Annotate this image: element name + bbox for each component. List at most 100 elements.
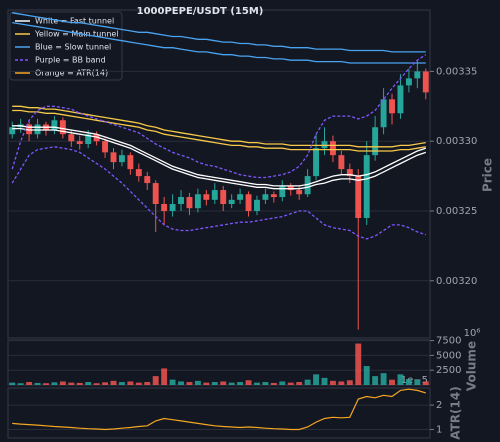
candle-body xyxy=(161,204,168,211)
atr-axis-label: ATR(14) xyxy=(449,386,463,439)
candle-body xyxy=(203,194,210,200)
candle-body xyxy=(304,176,311,195)
overlay-line xyxy=(12,127,427,190)
legend-label: Yellow = Main tunnel xyxy=(34,30,119,39)
candle-body xyxy=(389,99,395,114)
candle-body xyxy=(59,120,66,135)
volume-bar xyxy=(380,373,387,385)
candle-body xyxy=(51,120,58,131)
volume-bar xyxy=(186,382,193,385)
volume-bar xyxy=(43,383,49,385)
volume-bar xyxy=(397,374,404,385)
volume-bar xyxy=(262,382,269,385)
legend: White = Fast tunnel Yellow = Main tunnel B… xyxy=(9,11,123,81)
overlay-line xyxy=(12,12,426,53)
candle-body xyxy=(68,134,75,142)
volume-bar xyxy=(237,382,244,385)
y-tick-label: 0.00335 xyxy=(436,66,477,77)
overlay-line xyxy=(11,146,427,240)
candle-body xyxy=(279,185,286,198)
volume-bar xyxy=(245,380,252,385)
candle-body xyxy=(329,141,336,156)
volume-bar xyxy=(338,381,345,385)
overlay-line xyxy=(12,21,426,64)
atr-offset: 1e−5 xyxy=(401,375,428,386)
volume-bar xyxy=(102,382,109,385)
volume-bar xyxy=(161,368,168,385)
volume-bar xyxy=(355,343,362,385)
candle-body xyxy=(313,148,320,177)
candle-body xyxy=(34,124,41,135)
volume-bar xyxy=(203,382,210,385)
volume-bar xyxy=(110,380,117,385)
candle-body xyxy=(118,155,125,163)
volume-bar xyxy=(59,381,66,385)
y-tick-label: 7500 xyxy=(436,336,461,347)
volume-bar xyxy=(118,382,125,385)
volume-bar xyxy=(321,377,328,385)
volume-bar xyxy=(34,382,41,385)
volume-bar xyxy=(313,374,320,385)
volume-bar xyxy=(279,381,286,385)
candle-body xyxy=(363,155,370,218)
candle-body xyxy=(245,194,252,211)
candle-body xyxy=(397,85,404,114)
volume-bar xyxy=(76,382,83,385)
legend-label: White = Fast tunnel xyxy=(35,17,114,26)
legend-label: Orange = ATR(14) xyxy=(35,69,108,78)
overlay-line xyxy=(11,54,427,179)
volume-bar xyxy=(372,376,379,385)
candle-body xyxy=(262,194,269,200)
chart-title: 1000PEPE/USDT (15M) xyxy=(137,6,264,17)
volume-axis-label: Volume xyxy=(465,341,479,391)
y-tick-label: 2500 xyxy=(436,365,461,376)
volume-bar xyxy=(211,382,218,385)
volume-bar xyxy=(85,382,92,385)
y-tick-label: 0.00320 xyxy=(436,276,477,287)
candle-body xyxy=(422,71,429,93)
candle-body xyxy=(9,127,16,135)
y-tick-label: 0.00325 xyxy=(436,206,477,217)
atr-line xyxy=(12,388,426,431)
y-tick-label: 1 xyxy=(436,424,442,435)
candle-body xyxy=(270,194,277,198)
atr-panel xyxy=(7,387,431,439)
candle-body xyxy=(237,194,244,200)
candle-body xyxy=(405,78,412,86)
candle-body xyxy=(194,194,201,209)
y-tick-label: 0.00330 xyxy=(436,136,477,147)
volume-bar xyxy=(346,380,353,385)
candle-body xyxy=(346,169,353,177)
candle-body xyxy=(380,99,387,128)
volume-bar xyxy=(405,379,412,385)
volume-bar xyxy=(363,366,370,385)
candle-body xyxy=(110,152,117,163)
candle-body xyxy=(355,176,362,218)
candle-body xyxy=(414,71,421,79)
volume-bar xyxy=(127,381,134,385)
candle-body xyxy=(127,155,134,170)
candle-body xyxy=(186,197,193,209)
volume-bar xyxy=(17,383,24,385)
volume-bar xyxy=(414,379,421,385)
candle-body xyxy=(220,190,227,205)
volume-bar xyxy=(9,382,16,385)
legend-label: Blue = Slow tunnel xyxy=(35,43,111,52)
volume-bar xyxy=(178,381,184,385)
volume-bar xyxy=(93,383,100,385)
y-tick-label: 2 xyxy=(436,400,442,411)
volume-offset: 10⁶ xyxy=(464,328,481,339)
volume-bar xyxy=(304,379,311,385)
volume-bar xyxy=(389,379,395,385)
volume-bar xyxy=(329,380,336,385)
candle-body xyxy=(169,204,176,211)
candle-body xyxy=(93,134,100,142)
legend-box xyxy=(9,11,123,81)
volume-bar xyxy=(51,382,58,385)
volume-bar xyxy=(152,376,159,385)
volume-bar xyxy=(135,382,142,385)
candle-body xyxy=(152,183,159,205)
candle-body xyxy=(338,155,345,170)
volume-bar xyxy=(270,382,277,385)
